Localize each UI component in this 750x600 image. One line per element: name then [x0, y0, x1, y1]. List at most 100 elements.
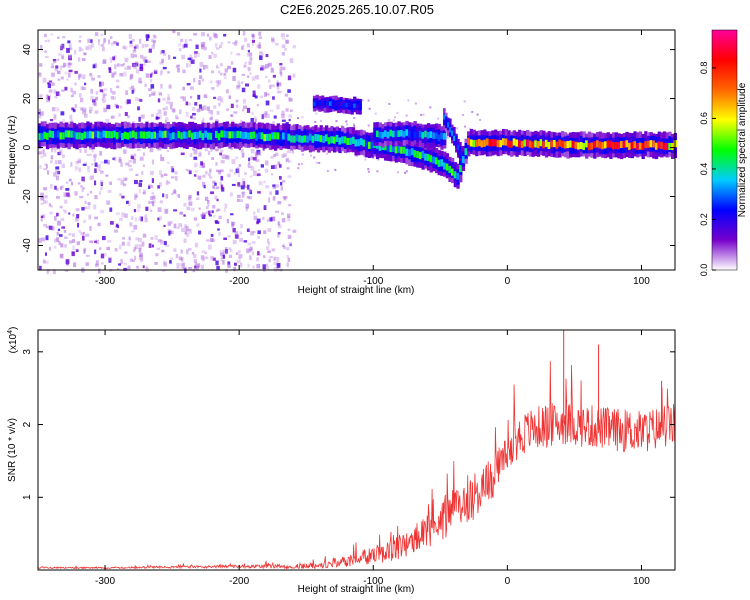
spectrogram-main-trace-cell — [107, 131, 111, 139]
spectrogram-noise-point — [67, 62, 71, 65]
spectrogram-main-trace-cell — [252, 131, 256, 139]
spectrogram-secondary-trace-cell — [329, 101, 333, 106]
spectrogram-noise-point — [198, 104, 202, 110]
snr-y-tick-label: 3 — [22, 349, 33, 355]
spectrogram-noise-point — [38, 111, 41, 115]
spectrogram-noise-point — [269, 109, 274, 112]
spectrogram-noise-point — [231, 183, 236, 186]
spectrogram-noise-point — [205, 171, 208, 175]
spectrogram-noise-point — [135, 237, 140, 241]
snr-x-ticks: -300 -200 -100 0 100 — [95, 330, 650, 587]
spectrogram-noise-point — [94, 110, 99, 114]
spectrogram-noise-point — [43, 168, 48, 171]
spectrogram-noise-point — [129, 43, 134, 48]
spectrogram-noise-point — [89, 147, 93, 150]
spectrogram-noise-point — [200, 106, 204, 111]
spectrogram-main-trace-cell — [477, 139, 482, 147]
spectrogram-noise-point — [141, 170, 144, 175]
spectrogram-noise-point — [223, 73, 227, 76]
spectrogram-main-trace-cell — [346, 137, 350, 145]
spectrogram-noise-point — [88, 148, 92, 150]
spectrogram-noise-point — [57, 36, 60, 39]
spectrogram-noise-point — [66, 47, 70, 53]
spectrogram-noise-point — [113, 41, 117, 45]
spectrogram-main-trace-cell — [544, 139, 549, 147]
spectrogram-noise-point — [346, 123, 349, 126]
spectrogram-noise-point — [151, 192, 154, 195]
spectrogram-noise-point — [144, 214, 147, 219]
spectrogram-noise-point — [184, 39, 188, 44]
spectrogram-noise-point — [102, 98, 106, 103]
spectrogram-noise-point — [120, 64, 124, 67]
spectrogram-noise-point — [77, 160, 81, 163]
spectrogram-noise-point — [95, 263, 99, 267]
spectrogram-noise-point — [248, 61, 252, 65]
spectrogram-noise-point — [244, 61, 247, 65]
spectrogram-noise-point — [263, 112, 267, 117]
spectrogram-noise-point — [287, 234, 292, 239]
spectrogram-noise-point — [212, 186, 217, 190]
spectrogram-noise-point — [278, 162, 281, 165]
spectrogram-secondary-trace-cell — [443, 133, 447, 140]
spectrogram-noise-point — [259, 55, 263, 60]
spectrogram-noise-point — [179, 109, 182, 115]
spectrogram-main-trace-cell — [494, 139, 498, 147]
spectrogram-main-trace-cell — [142, 131, 146, 139]
spectrogram-noise-point — [65, 259, 70, 265]
spectrogram-noise-point — [162, 107, 166, 111]
spectrogram-noise-point — [194, 174, 197, 177]
spectrogram-noise-point — [43, 33, 47, 38]
spectrogram-noise-point — [180, 38, 184, 43]
spectrogram-noise-point — [114, 103, 118, 107]
spectrogram-noise-point — [94, 168, 97, 173]
spectrogram-noise-point — [210, 80, 213, 84]
spectrogram-noise-point — [195, 44, 199, 47]
spectrogram-noise-point — [119, 105, 123, 109]
spectrogram-noise-point — [182, 44, 185, 49]
spectrogram-main-trace-cell — [469, 139, 474, 147]
spectrogram-noise-point — [38, 114, 42, 119]
spectrogram-noise-point — [103, 38, 106, 43]
spectrogram-main-trace-cell — [421, 150, 425, 158]
spectrogram-secondary-trace-cell — [378, 131, 382, 139]
spectrogram-noise-point — [216, 82, 220, 87]
spectrogram-noise-point — [87, 202, 91, 206]
spectrogram-noise-point — [131, 89, 134, 94]
spectrogram-noise-point — [247, 49, 250, 53]
spectrogram-noise-point — [191, 107, 196, 111]
spectrogram-noise-point — [275, 190, 279, 195]
spectrogram-noise-point — [169, 260, 172, 264]
spectrogram-noise-point — [123, 177, 127, 181]
spectrogram-noise-point — [110, 96, 114, 100]
spectrogram-noise-point — [104, 252, 107, 257]
spectrogram-noise-point — [138, 244, 142, 250]
spectrogram-noise-point — [45, 200, 48, 204]
spectrogram-noise-point — [190, 59, 194, 62]
spectrogram-noise-point — [256, 218, 261, 223]
spectrogram-secondary-trace-cell — [445, 120, 448, 126]
spectrogram-noise-point — [222, 254, 226, 259]
spectrogram-noise-point — [234, 262, 237, 266]
spectrogram-noise-point — [267, 62, 272, 67]
spectrogram-noise-point — [98, 40, 100, 46]
spectrogram-main-trace-cell — [164, 130, 168, 138]
spectrogram-noise-point — [180, 96, 184, 99]
spectrogram-noise-point — [281, 66, 286, 71]
spectrogram-noise-point — [262, 255, 266, 259]
spectrogram-main-trace-cell — [303, 135, 307, 143]
spectrogram-noise-point — [92, 102, 96, 106]
spectrogram-noise-point — [205, 65, 209, 69]
spectrogram-noise-point — [253, 120, 257, 123]
spectrogram-noise-point — [132, 249, 136, 253]
spectrogram-noise-point — [134, 44, 139, 49]
spectrogram-main-trace-cell — [574, 141, 578, 149]
spectrogram-noise-point — [116, 63, 120, 67]
spectrogram-noise-point — [181, 227, 185, 232]
spectrogram-noise-point — [246, 43, 250, 48]
colorbar-tick-label: 0.0 — [699, 264, 709, 277]
spectrogram-noise-point — [195, 44, 199, 49]
spectrogram-noise-point — [155, 116, 159, 120]
spectrogram-main-trace-cell — [359, 138, 364, 146]
spectrogram-noise-point — [286, 262, 289, 267]
spectrogram-main-trace-cell — [459, 165, 463, 173]
